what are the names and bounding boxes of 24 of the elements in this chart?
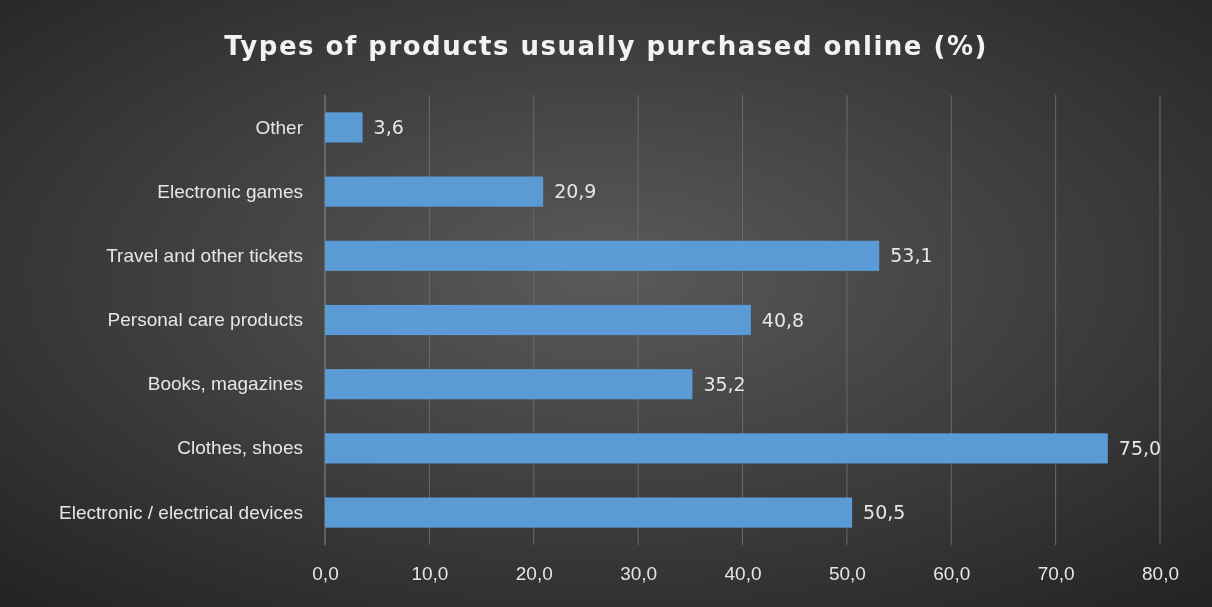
x-tick-label: 80,0 [1142, 563, 1179, 585]
data-label: 3,6 [373, 116, 404, 139]
chart-title: Types of products usually purchased online (%) [224, 31, 988, 61]
data-label: 53,1 [890, 244, 933, 267]
data-label: 75,0 [1118, 437, 1162, 460]
y-tick-label: Electronic games [157, 180, 303, 202]
data-label: 20,9 [554, 180, 597, 203]
x-tick-label: 10,0 [411, 563, 449, 585]
data-label: 35,2 [703, 372, 746, 395]
x-tick-label: 50,0 [828, 563, 866, 585]
x-tick-label: 30,0 [620, 563, 658, 585]
data-label: 40,8 [761, 308, 805, 331]
y-tick-label: Clothes, shoes [177, 437, 303, 459]
data-label: 50,5 [863, 501, 906, 524]
x-tick-label: 20,0 [515, 563, 553, 585]
x-tick-label: 60,0 [933, 563, 971, 585]
x-tick-label: 0,0 [312, 563, 339, 585]
y-tick-label: Other [255, 116, 304, 138]
y-tick-label: Books, magazines [147, 373, 303, 395]
x-tick-label: 40,0 [724, 563, 762, 585]
y-tick-label: Travel and other tickets [106, 244, 303, 266]
x-tick-label: 70,0 [1037, 563, 1075, 585]
y-tick-label: Personal care products [107, 309, 303, 331]
y-tick-label: Electronic / electrical devices [59, 501, 303, 523]
